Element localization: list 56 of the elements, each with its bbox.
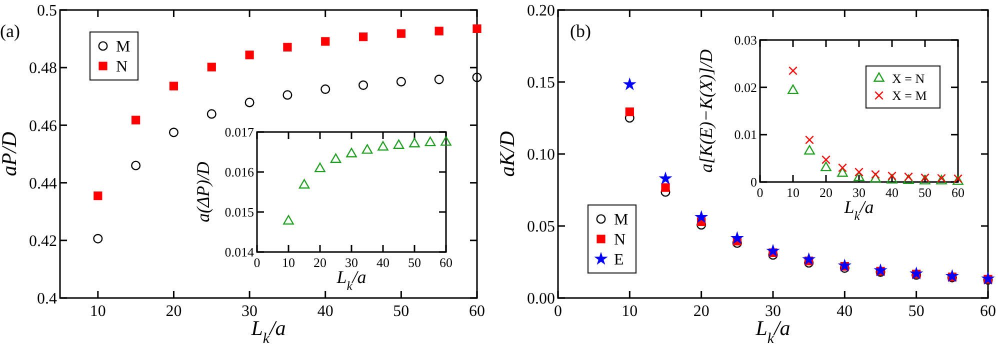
y-tick-label: 0.15 — [527, 74, 555, 92]
x-tick-label: 50 — [408, 255, 421, 270]
y-axis-title: a[K(E)−K(X)]/D — [696, 49, 716, 173]
x-tick-label: 30 — [852, 185, 866, 200]
annotation: (b) — [570, 21, 591, 41]
y-tick-label: 0.46 — [29, 118, 57, 135]
x-axis-title: L$_{k}$/a — [843, 197, 874, 223]
y-tick-label: 0.03 — [734, 32, 757, 48]
y-tick-label: 0.01 — [734, 127, 757, 142]
x-tick-label: 60 — [980, 303, 996, 320]
x-tick-label: 20 — [820, 185, 832, 200]
y-tick-label: 0.10 — [527, 146, 555, 164]
legend-label: X = N — [892, 71, 926, 86]
x-tick-label: 60 — [952, 185, 964, 200]
x-tick-label: 40 — [317, 303, 334, 320]
x-axis-title: L$_{k}$/a — [336, 267, 366, 293]
y-tick-label: 0.20 — [527, 2, 555, 20]
x-tick-label: 10 — [90, 303, 106, 320]
legend-label: N — [614, 232, 626, 249]
y-tick-label: 0.48 — [29, 60, 57, 78]
legend-label: E — [614, 252, 624, 269]
y-tick-label: 0.02 — [734, 80, 757, 95]
y-tick-label: 0.016 — [224, 164, 254, 180]
x-tick-label: 50 — [908, 303, 924, 320]
x-tick-label: 60 — [469, 303, 485, 320]
y-tick-label: 0.44 — [29, 175, 57, 192]
x-tick-label: 30 — [345, 255, 358, 270]
x-tick-label: 40 — [886, 185, 898, 200]
x-tick-label: 10 — [622, 303, 638, 320]
x-tick-label: 40 — [376, 255, 390, 270]
legend-label: X = M — [892, 88, 928, 104]
x-tick-label: 20 — [693, 303, 710, 320]
legend-label: M — [116, 38, 130, 56]
y-tick-label: 0.015 — [224, 204, 254, 220]
x-tick-label: 10 — [282, 255, 295, 270]
x-tick-label: 50 — [918, 185, 932, 200]
legend-label: N — [116, 58, 128, 76]
legend-label: M — [614, 212, 628, 229]
y-axis-title: a(ΔP)/D — [193, 162, 213, 222]
y-tick-label: 0.4 — [37, 290, 57, 308]
y-tick-label: 0.5 — [37, 2, 57, 20]
y-tick-label: 0.00 — [527, 290, 555, 308]
x-tick-label: 10 — [786, 185, 800, 200]
y-axis-title: aP/D — [0, 132, 21, 176]
y-tick-label: 0.014 — [224, 244, 254, 260]
x-tick-label: 60 — [440, 255, 452, 270]
x-tick-label: 20 — [166, 303, 182, 320]
x-tick-label: 40 — [836, 303, 853, 320]
x-tick-label: 20 — [314, 255, 326, 270]
y-tick-label: 0.42 — [29, 233, 57, 250]
y-tick-label: 0 — [750, 174, 757, 190]
text: (a) — [0, 21, 20, 41]
y-tick-label: 0.05 — [527, 218, 555, 236]
x-tick-label: 50 — [393, 303, 410, 320]
y-tick-label: 0.017 — [224, 124, 254, 140]
y-axis-title: aK/D — [495, 131, 519, 177]
